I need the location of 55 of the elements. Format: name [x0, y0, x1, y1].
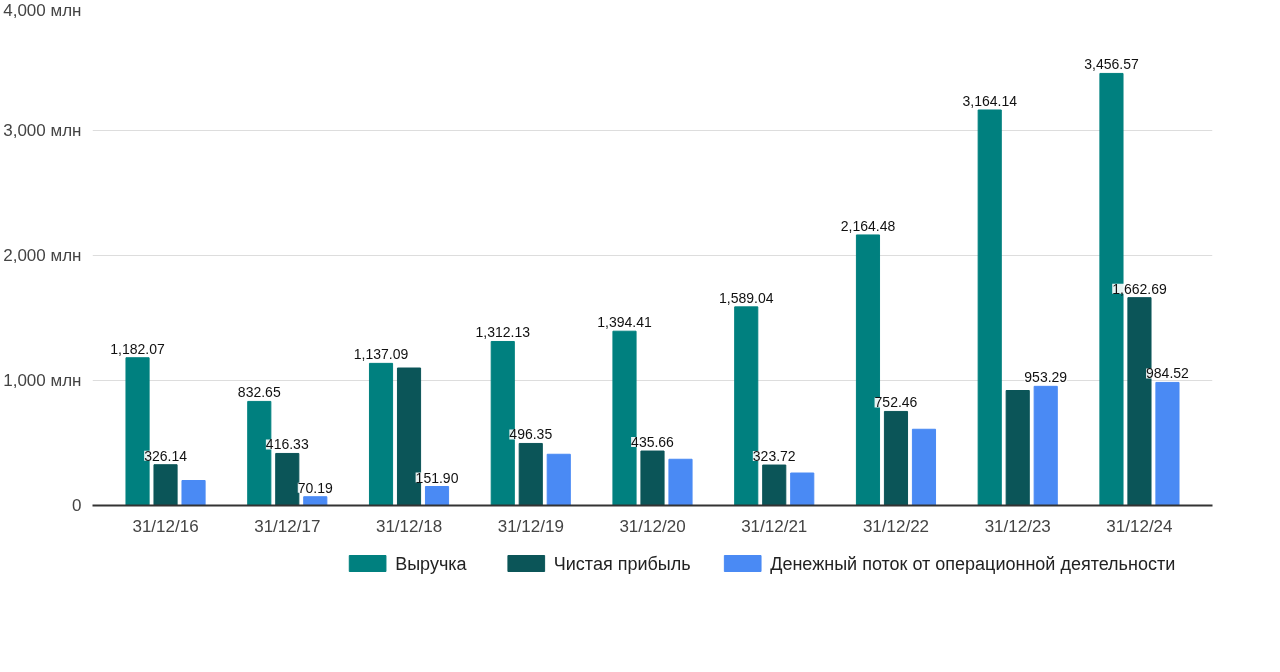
bar: [911, 428, 937, 506]
data-label: 3,164.14: [962, 92, 1018, 109]
x-tick-label: 31/12/16: [132, 516, 199, 536]
legend-label: Выручка: [395, 553, 468, 574]
data-label: 953.29: [1024, 369, 1068, 386]
bar: [368, 362, 394, 506]
bar: [640, 450, 665, 506]
legend-label: Чистая прибыль: [553, 553, 691, 574]
bar: [668, 458, 693, 506]
bar: [546, 453, 571, 506]
bar: [1005, 390, 1030, 506]
data-label: 1,662.69: [1112, 280, 1167, 297]
bar: [275, 452, 300, 506]
data-label: 435.66: [631, 434, 675, 451]
data-label: 752.46: [874, 394, 918, 411]
bar: [303, 496, 328, 506]
data-label: 1,312.13: [475, 324, 531, 341]
data-label: 832.65: [237, 384, 281, 401]
y-tick-label: 4,000 млн: [3, 0, 82, 20]
x-tick-label: 31/12/20: [619, 516, 686, 536]
x-tick-label: 31/12/19: [497, 516, 564, 536]
data-label: 496.35: [509, 426, 553, 443]
bar: [424, 486, 450, 506]
data-label: 416.33: [265, 436, 309, 453]
bar: [977, 109, 1002, 506]
x-tick-label: 31/12/22: [862, 516, 930, 536]
data-label: 2,164.48: [840, 217, 896, 234]
data-label: 1,137.09: [353, 346, 409, 363]
bar: [518, 442, 543, 506]
data-label: 323.72: [752, 448, 796, 465]
x-tick-label: 31/12/17: [254, 516, 321, 536]
legend-label: Денежный поток от операционной деятельности: [770, 553, 1176, 574]
x-tick-label: 31/12/21: [741, 516, 808, 536]
y-tick-label: 1,000 млн: [3, 371, 82, 390]
bar: [1033, 385, 1058, 506]
bar: [181, 480, 206, 506]
y-tick-label: 3,000 млн: [3, 121, 82, 140]
data-label: 1,394.41: [597, 314, 652, 331]
bar: [762, 464, 787, 506]
y-tick-label: 0: [72, 496, 82, 515]
data-label: 326.14: [144, 447, 188, 464]
x-tick-label: 31/12/18: [375, 516, 443, 536]
data-label: 984.52: [1146, 365, 1190, 382]
bar: [153, 464, 178, 506]
data-label: 151.90: [415, 469, 459, 486]
bar: [790, 472, 815, 506]
y-tick-label: 2,000 млн: [3, 246, 82, 265]
data-label: 70.19: [297, 479, 334, 496]
data-label: 3,456.57: [1084, 56, 1139, 73]
x-tick-label: 31/12/23: [984, 516, 1051, 536]
bar: [1155, 381, 1180, 506]
x-tick-label: 31/12/24: [1106, 516, 1173, 536]
data-label: 1,182.07: [110, 340, 166, 357]
data-label: 1,589.04: [718, 289, 774, 306]
bar: [883, 410, 909, 506]
